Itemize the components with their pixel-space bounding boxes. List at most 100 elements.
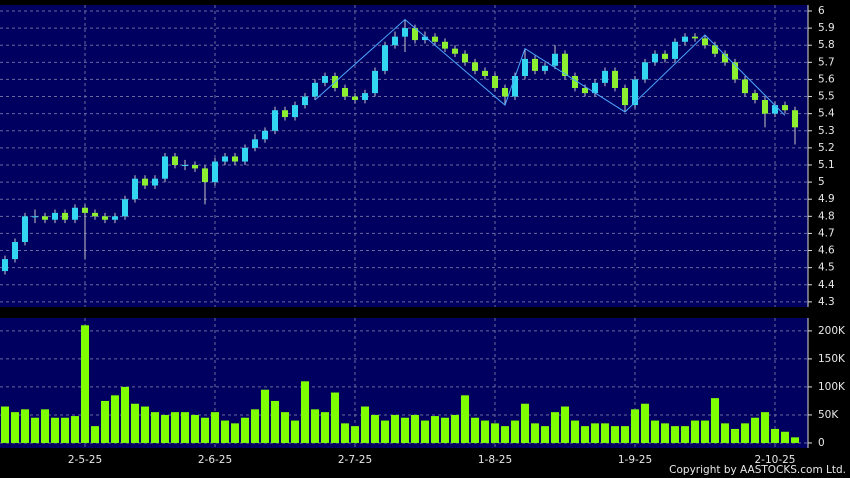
volume-bar [451, 414, 459, 443]
volume-bar [701, 420, 709, 443]
volume-bar [111, 395, 119, 443]
volume-bar [611, 426, 619, 443]
candle-body [282, 110, 288, 118]
volume-bar [431, 416, 439, 443]
volume-bar [311, 409, 319, 443]
candle-body [752, 93, 758, 100]
volume-bar [581, 426, 589, 443]
volume-bar [391, 414, 399, 443]
y-tick-label: 5.8 [818, 39, 835, 51]
volume-bar [671, 426, 679, 443]
y-tick-label: 150K [818, 353, 846, 365]
candle-body [72, 207, 78, 220]
volume-bar [141, 406, 149, 443]
price-panel [0, 5, 808, 307]
candle-body [682, 36, 688, 42]
y-tick-label: 5.2 [818, 142, 835, 154]
candle-body [212, 161, 218, 183]
copyright: Copyright by AASTOCKS.com Ltd. [669, 464, 846, 476]
y-tick-label: 50K [818, 409, 839, 421]
volume-bar [591, 423, 599, 443]
volume-bar [291, 420, 299, 443]
zigzag-line [314, 18, 786, 116]
volume-bar [761, 412, 769, 443]
y-tick-label: 4.4 [818, 279, 835, 291]
volume-bar [421, 420, 429, 443]
volume-bar [511, 420, 519, 443]
y-tick-label: 5.9 [818, 22, 835, 34]
candle-body [462, 53, 468, 63]
candle-body [742, 79, 748, 94]
volume-bar [131, 403, 139, 443]
volume-bar [481, 420, 489, 443]
y-tick-label: 5.4 [818, 108, 835, 120]
volume-bar [401, 417, 409, 443]
volume-bar [521, 403, 529, 443]
candle-body [142, 178, 148, 186]
volume-bar [341, 423, 349, 443]
volume-bar [351, 426, 359, 443]
y-tick-label: 5.7 [818, 56, 835, 68]
candle-body [112, 216, 118, 220]
volume-bar [301, 381, 309, 443]
volume-bar [631, 409, 639, 443]
volume-bar [361, 406, 369, 443]
volume-bar [171, 412, 179, 443]
candle-body [192, 164, 198, 169]
y-tick-label: 200K [818, 325, 846, 337]
candle-body [652, 53, 658, 63]
volume-bar [471, 417, 479, 443]
candle-body [272, 110, 278, 131]
volume-bar [651, 420, 659, 443]
candle-body [372, 70, 378, 94]
candle-body [362, 93, 368, 100]
candle-body [632, 79, 638, 106]
volume-bar [81, 325, 89, 443]
candle-body [102, 216, 108, 220]
volume-bar [721, 423, 729, 443]
volume-bar [1, 406, 9, 443]
candle-body [152, 178, 158, 186]
volume-bar [221, 420, 229, 443]
y-tick-label: 5 [818, 176, 825, 188]
volume-bar [731, 428, 739, 443]
y-tick-label: 100K [818, 381, 846, 393]
candle-body [162, 156, 168, 179]
candle-body [482, 70, 488, 77]
candle-body [692, 36, 698, 39]
candle-body [342, 87, 348, 97]
volume-bar [561, 406, 569, 443]
candle-body [132, 178, 138, 200]
volume-bar [751, 417, 759, 443]
candle-body [12, 241, 18, 260]
volume-bar [271, 400, 279, 443]
candle-body [602, 70, 608, 83]
candle-body [762, 99, 768, 114]
volume-bar [161, 414, 169, 443]
candle-body [642, 62, 648, 80]
y-tick-label: 4.3 [818, 296, 835, 308]
candle-body [92, 212, 98, 217]
x-tick-label: 2-7-25 [338, 454, 372, 466]
candle-body [792, 110, 798, 128]
candle-body [392, 36, 398, 46]
candle-body [232, 156, 238, 162]
volume-bar [691, 420, 699, 443]
candle-body [442, 41, 448, 49]
candle-body [202, 168, 208, 183]
y-tick-label: 6 [818, 5, 825, 17]
volume-bar [461, 395, 469, 443]
volume-bar [441, 417, 449, 443]
candle-body [532, 58, 538, 71]
candle-body [702, 38, 708, 46]
candle-body [62, 212, 68, 220]
candle-body [772, 105, 778, 114]
volume-bar [211, 412, 219, 443]
volume-bar [411, 414, 419, 443]
candle-body [512, 76, 518, 97]
volume-bar [191, 414, 199, 443]
candle-body [172, 156, 178, 165]
volume-bar [601, 423, 609, 443]
volume-bar [251, 409, 259, 443]
y-tick-label: 4.6 [818, 245, 835, 257]
